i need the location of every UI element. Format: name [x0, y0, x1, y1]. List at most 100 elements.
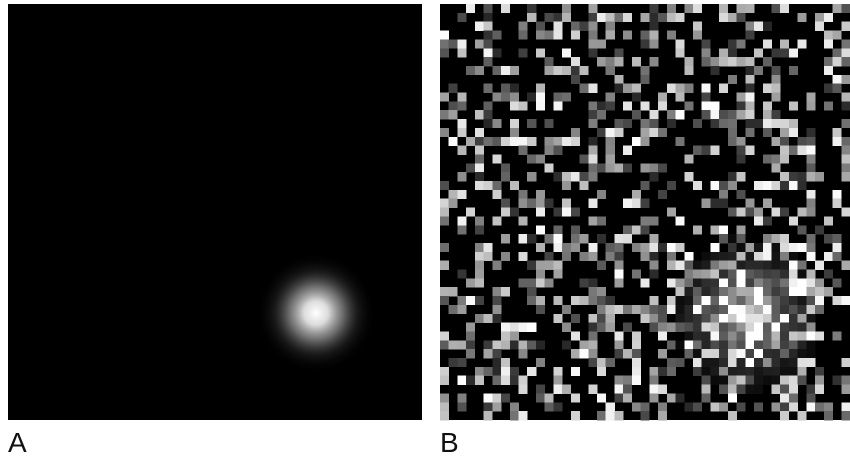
noise-pixel — [702, 314, 711, 323]
noise-pixel — [614, 331, 623, 340]
noise-pixel — [484, 84, 493, 93]
noise-pixel — [676, 323, 685, 332]
noise-pixel — [806, 146, 815, 155]
noise-pixel — [588, 331, 597, 340]
noise-pixel — [623, 305, 632, 314]
noise-pixel — [641, 75, 650, 84]
noise-pixel — [841, 39, 850, 48]
noise-pixel — [763, 305, 772, 314]
noise-pixel — [606, 137, 615, 146]
noise-pixel — [553, 376, 562, 385]
noise-pixel — [606, 243, 615, 252]
noise-pixel — [606, 13, 615, 22]
noise-pixel — [649, 119, 658, 128]
noise-pixel — [641, 163, 650, 172]
noise-pixel — [815, 305, 824, 314]
noise-pixel — [798, 146, 807, 155]
noise-pixel — [824, 411, 833, 420]
noise-pixel — [519, 385, 528, 394]
noise-pixel — [771, 48, 780, 57]
noise-pixel — [789, 119, 798, 128]
noise-pixel — [771, 367, 780, 376]
noise-pixel — [527, 13, 536, 22]
noise-pixel — [649, 31, 658, 40]
noise-pixel — [667, 181, 676, 190]
noise-pixel — [588, 172, 597, 181]
noise-pixel — [519, 146, 528, 155]
noise-pixel — [510, 84, 519, 93]
noise-pixel — [553, 172, 562, 181]
noise-pixel — [597, 323, 606, 332]
noise-pixel — [676, 314, 685, 323]
noise-pixel — [676, 393, 685, 402]
noise-pixel — [745, 199, 754, 208]
noise-pixel — [606, 163, 615, 172]
noise-pixel — [597, 314, 606, 323]
noise-pixel — [815, 287, 824, 296]
noise-pixel — [754, 305, 763, 314]
noise-pixel — [745, 22, 754, 31]
noise-pixel — [571, 22, 580, 31]
noise-pixel — [536, 305, 545, 314]
noise-pixel — [440, 402, 449, 411]
noise-pixel — [562, 252, 571, 261]
noise-pixel — [771, 296, 780, 305]
noise-pixel — [475, 172, 484, 181]
noise-pixel — [536, 154, 545, 163]
noise-pixel — [728, 57, 737, 66]
noise-pixel — [771, 137, 780, 146]
noise-pixel — [771, 314, 780, 323]
noise-pixel — [501, 367, 510, 376]
noise-pixel — [519, 101, 528, 110]
noise-pixel — [449, 287, 458, 296]
noise-pixel — [763, 261, 772, 270]
noise-pixel — [536, 385, 545, 394]
noise-pixel — [466, 66, 475, 75]
noise-pixel — [641, 411, 650, 420]
noise-pixel — [806, 349, 815, 358]
noise-pixel — [754, 261, 763, 270]
noise-pixel — [571, 243, 580, 252]
noise-pixel — [763, 323, 772, 332]
noise-pixel — [440, 31, 449, 40]
noise-pixel — [798, 208, 807, 217]
noise-pixel — [649, 57, 658, 66]
noise-pixel — [710, 305, 719, 314]
noise-pixel — [545, 137, 554, 146]
noise-pixel — [728, 234, 737, 243]
noise-pixel — [641, 402, 650, 411]
noise-pixel — [728, 305, 737, 314]
noise-pixel — [519, 411, 528, 420]
noise-pixel — [492, 314, 501, 323]
noise-pixel — [728, 119, 737, 128]
noise-pixel — [571, 225, 580, 234]
noise-pixel — [632, 376, 641, 385]
noise-pixel — [806, 199, 815, 208]
noise-pixel — [580, 22, 589, 31]
noise-pixel — [562, 181, 571, 190]
noise-pixel — [719, 287, 728, 296]
noise-pixel — [676, 13, 685, 22]
noise-pixel — [641, 252, 650, 261]
noise-pixel — [519, 216, 528, 225]
noise-pixel — [588, 39, 597, 48]
noise-pixel — [580, 181, 589, 190]
noise-pixel — [702, 261, 711, 270]
noise-pixel — [440, 208, 449, 217]
noise-pixel — [798, 278, 807, 287]
noise-pixel — [484, 181, 493, 190]
noise-pixel — [510, 208, 519, 217]
noise-pixel — [632, 57, 641, 66]
noise-pixel — [815, 225, 824, 234]
noise-pixel — [649, 314, 658, 323]
noise-pixel — [641, 216, 650, 225]
noise-pixel — [510, 411, 519, 420]
noise-pixel — [588, 101, 597, 110]
noise-pixel — [588, 146, 597, 155]
noise-pixel — [571, 393, 580, 402]
noise-pixel — [649, 172, 658, 181]
noise-pixel — [780, 154, 789, 163]
noise-pixel — [553, 385, 562, 394]
noise-pixel — [553, 314, 562, 323]
panel-b — [440, 4, 850, 420]
